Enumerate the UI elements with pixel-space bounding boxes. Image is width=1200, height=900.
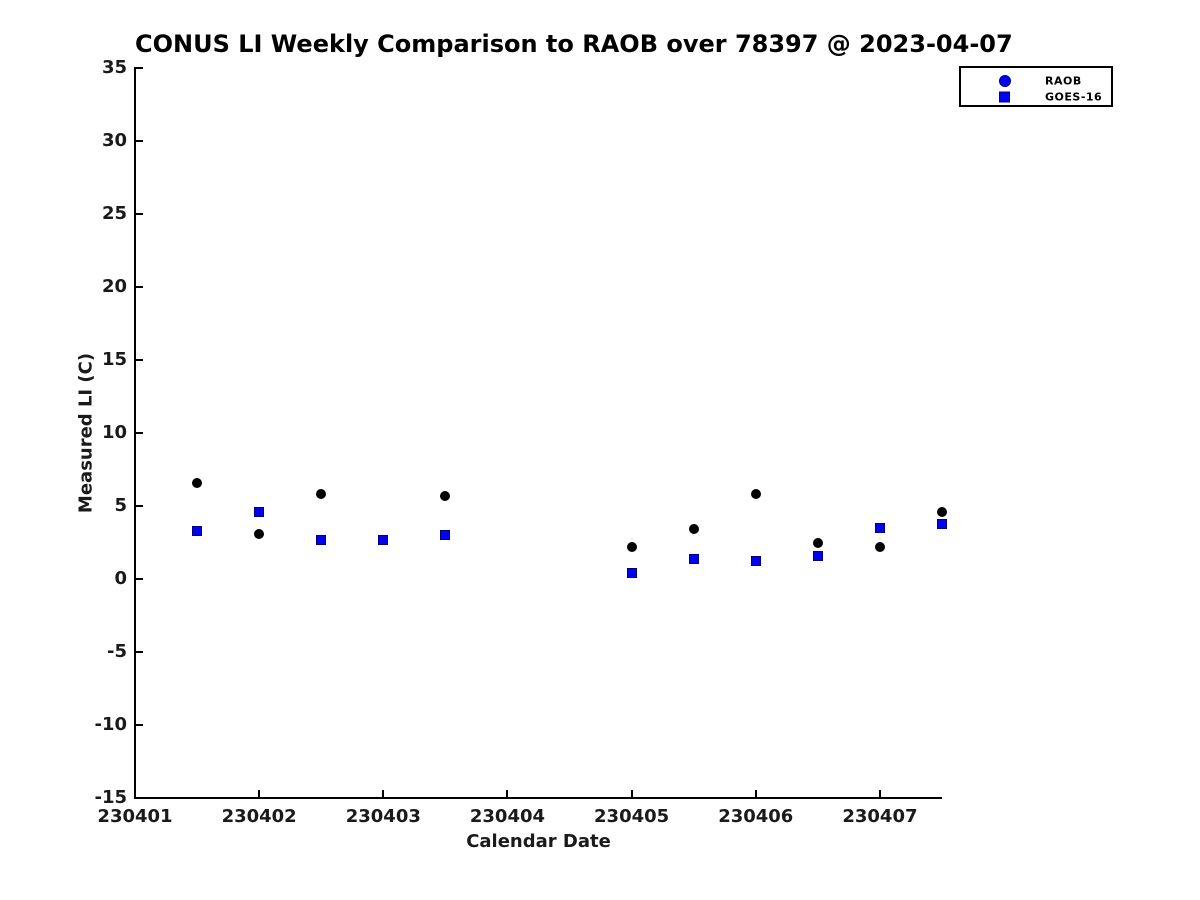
y-tick — [135, 286, 143, 288]
x-tick — [630, 790, 633, 798]
y-tick-label: 25 — [101, 203, 127, 224]
x-tick-label: 230403 — [345, 806, 421, 827]
y-tick — [135, 140, 143, 142]
data-point-raob — [812, 537, 823, 548]
y-tick-label: 10 — [101, 422, 127, 443]
y-tick — [135, 359, 143, 361]
y-tick-label: -10 — [94, 714, 127, 735]
data-point-goes-16 — [688, 553, 699, 564]
data-point-goes-16 — [254, 506, 265, 517]
legend-box: RAOB GOES-16 — [959, 66, 1113, 107]
data-point-raob — [688, 524, 699, 535]
y-tick-label: 30 — [101, 130, 127, 151]
data-point-goes-16 — [192, 525, 203, 536]
y-tick-label: 35 — [101, 57, 127, 78]
data-point-goes-16 — [626, 568, 637, 579]
goes16-square-marker-icon — [999, 91, 1010, 103]
x-tick-label: 230407 — [842, 806, 918, 827]
x-tick — [878, 790, 881, 798]
x-tick-label: 230401 — [97, 806, 173, 827]
y-tick — [135, 578, 143, 580]
y-tick — [135, 67, 143, 69]
legend-label-goes16: GOES-16 — [1045, 90, 1103, 104]
data-point-raob — [874, 541, 885, 552]
data-point-raob — [440, 490, 451, 501]
legend-item-raob: RAOB — [961, 73, 1111, 89]
x-tick — [258, 790, 261, 798]
data-point-raob — [750, 489, 761, 500]
y-tick-label: 0 — [114, 568, 127, 589]
x-tick — [134, 790, 136, 798]
y-tick — [135, 724, 143, 726]
data-point-goes-16 — [440, 530, 451, 541]
legend-item-goes16: GOES-16 — [961, 89, 1111, 105]
x-axis-label: Calendar Date — [466, 831, 611, 852]
y-tick-label: -5 — [107, 641, 127, 662]
data-point-raob — [254, 528, 265, 539]
x-tick — [754, 790, 757, 798]
y-axis-label: Measured LI (C) — [75, 352, 97, 514]
y-tick-label: 20 — [101, 276, 127, 297]
y-tick — [135, 213, 143, 215]
data-point-raob — [937, 506, 947, 517]
data-point-goes-16 — [812, 550, 823, 561]
raob-circle-marker-icon — [999, 75, 1011, 87]
plot-area — [134, 67, 942, 799]
chart-title: CONUS LI Weekly Comparison to RAOB over … — [135, 30, 1013, 58]
x-tick-label: 230402 — [221, 806, 297, 827]
data-point-goes-16 — [874, 522, 885, 533]
data-point-goes-16 — [750, 556, 761, 567]
x-tick-label: 230404 — [469, 806, 546, 827]
y-tick — [135, 651, 143, 653]
data-point-raob — [626, 541, 637, 552]
y-tick-label: -15 — [94, 787, 127, 808]
y-tick — [135, 505, 143, 507]
x-tick — [506, 790, 509, 798]
data-point-goes-16 — [378, 534, 389, 545]
legend-label-raob: RAOB — [1045, 74, 1082, 88]
data-point-raob — [316, 489, 327, 500]
x-tick — [382, 790, 385, 798]
y-tick — [135, 797, 143, 799]
data-point-goes-16 — [937, 518, 947, 529]
y-tick-label: 5 — [114, 495, 127, 516]
x-tick-label: 230406 — [718, 806, 794, 827]
data-point-goes-16 — [316, 534, 327, 545]
data-point-raob — [192, 477, 203, 488]
y-tick — [135, 432, 143, 434]
y-tick-label: 15 — [101, 349, 127, 370]
x-tick-label: 230405 — [594, 806, 670, 827]
